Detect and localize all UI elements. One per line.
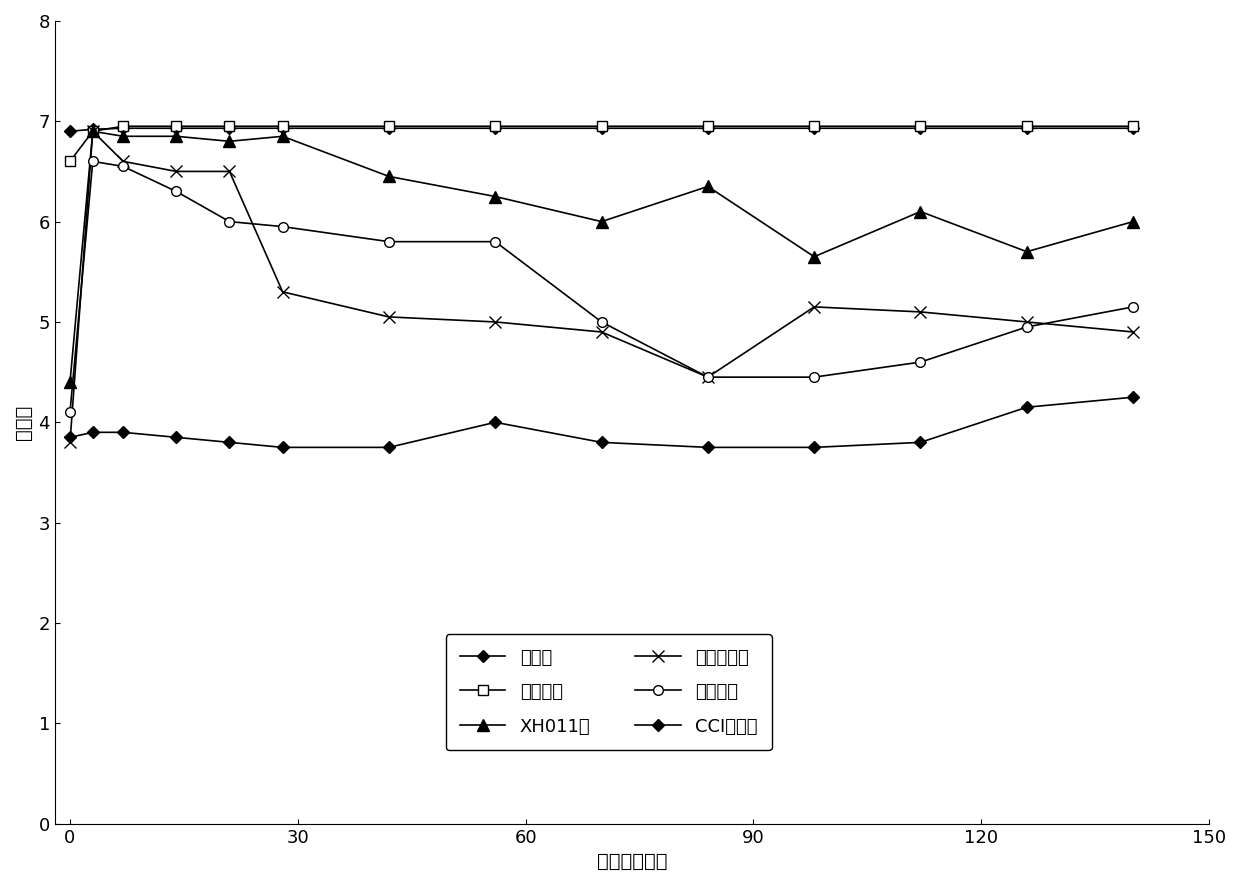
X-axis label: 时间（小时）: 时间（小时）: [596, 852, 667, 871]
Legend: 空白组, 假手术组, XH011组, 加巴喷丁组, 天麻素组, CCI对照组: 空白组, 假手术组, XH011组, 加巴喷丁组, 天麻素组, CCI对照组: [445, 635, 773, 750]
Y-axis label: 痛阈值: 痛阈值: [14, 404, 33, 440]
